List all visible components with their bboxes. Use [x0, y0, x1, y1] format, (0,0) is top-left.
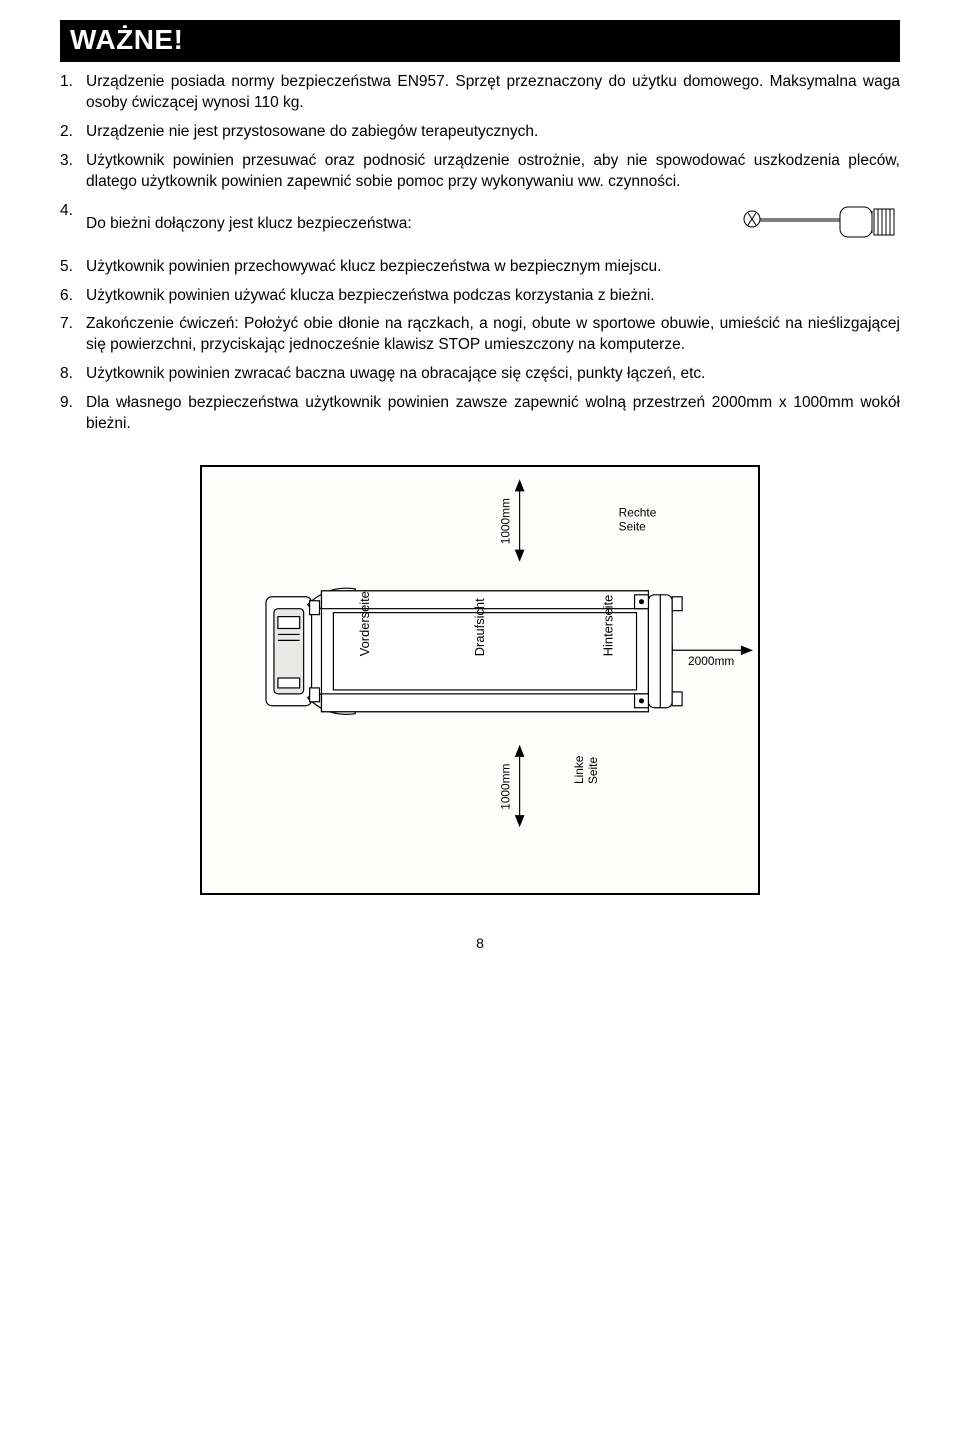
page-number: 8: [60, 935, 900, 951]
safety-list: Urządzenie posiada normy bezpieczeństwa …: [60, 72, 900, 435]
dim-2000: 2000mm: [688, 654, 734, 668]
treadmill-clearance-diagram: 1000mm Rechte Seite 2000mm: [200, 465, 760, 895]
list-item: Dla własnego bezpieczeństwa użytkownik p…: [60, 393, 900, 435]
label-rechte: Rechte: [619, 506, 657, 520]
list-item: Użytkownik powinien przesuwać oraz podno…: [60, 151, 900, 193]
list-item: Użytkownik powinien używać klucza bezpie…: [60, 286, 900, 307]
safety-key-icon: [740, 201, 900, 249]
label-seite-l: Seite: [586, 757, 600, 784]
label-hinterseite: Hinterseite: [601, 595, 616, 656]
dim-1000-top: 1000mm: [499, 498, 513, 544]
header-title: WAŻNE!: [70, 24, 183, 55]
list-item: Zakończenie ćwiczeń: Położyć obie dłonie…: [60, 314, 900, 356]
list-item: Użytkownik powinien przechowywać klucz b…: [60, 257, 900, 278]
label-vorderseite: Vorderseite: [357, 591, 372, 656]
header-box: WAŻNE!: [60, 20, 900, 62]
label-linke: Linke: [572, 755, 586, 784]
list-item: Urządzenie posiada normy bezpieczeństwa …: [60, 72, 900, 114]
label-seite-r: Seite: [619, 519, 646, 533]
list-item: Do bieżni dołączony jest klucz bezpiecze…: [60, 201, 900, 249]
list-item: Użytkownik powinien zwracać baczna uwagę…: [60, 364, 900, 385]
dim-1000-bottom: 1000mm: [499, 764, 513, 810]
list-item: Urządzenie nie jest przystosowane do zab…: [60, 122, 900, 143]
item4-text: Do bieżni dołączony jest klucz bezpiecze…: [86, 214, 720, 235]
label-draufsicht: Draufsicht: [472, 598, 487, 656]
